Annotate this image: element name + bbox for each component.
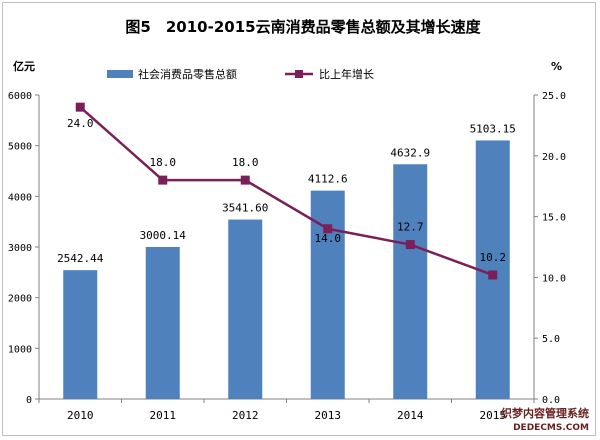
bar-data-label: 4632.9 xyxy=(390,146,430,159)
legend-line-label: 比上年增长 xyxy=(319,67,374,81)
growth-marker xyxy=(158,175,168,185)
left-tick-label: 0 xyxy=(26,395,32,406)
growth-data-label: 24.0 xyxy=(67,117,94,130)
left-tick-label: 3000 xyxy=(8,243,32,254)
growth-data-label: 10.2 xyxy=(480,251,507,264)
left-tick-label: 2000 xyxy=(8,294,32,305)
bar-data-label: 3541.60 xyxy=(222,202,268,215)
growth-marker xyxy=(405,240,415,250)
bar-sales xyxy=(145,246,180,399)
left-tick-label: 6000 xyxy=(8,91,32,102)
right-tick-label: 20.0 xyxy=(542,152,566,163)
right-tick-label: 0.0 xyxy=(542,395,560,406)
legend-bar-label: 社会消费品零售总额 xyxy=(138,67,237,81)
legend: 社会消费品零售总额 比上年增长 xyxy=(107,67,374,81)
legend-line-marker xyxy=(295,70,303,78)
x-tick-label: 2013 xyxy=(315,409,342,422)
growth-data-label: 18.0 xyxy=(150,156,177,169)
x-tick-label: 2015 xyxy=(480,409,507,422)
x-tick-label: 2012 xyxy=(232,409,259,422)
bar-sales xyxy=(393,164,428,399)
right-tick-label: 10.0 xyxy=(542,273,566,284)
bar-data-label: 4112.6 xyxy=(308,173,348,186)
x-tick-label: 2011 xyxy=(150,409,177,422)
legend-bar-swatch xyxy=(107,70,133,78)
bar-data-label: 3000.14 xyxy=(140,229,187,242)
chart: 图5 2010-2015云南消费品零售总额及其增长速度 亿元 % 社会消费品零售… xyxy=(8,18,589,433)
growth-marker xyxy=(240,175,250,185)
left-axis-unit: 亿元 xyxy=(13,59,35,73)
right-axis-unit: % xyxy=(551,60,562,73)
bar-sales xyxy=(228,219,263,399)
growth-marker xyxy=(488,270,498,280)
growth-marker xyxy=(323,224,333,234)
growth-data-label: 18.0 xyxy=(232,156,259,169)
watermark-subtext: DEDECMS.COM xyxy=(513,423,589,433)
growth-data-label: 14.0 xyxy=(315,232,342,245)
chart-title: 图5 2010-2015云南消费品零售总额及其增长速度 xyxy=(125,18,481,36)
growth-data-label: 12.7 xyxy=(397,221,424,234)
chart-frame: 图5 2010-2015云南消费品零售总额及其增长速度 亿元 % 社会消费品零售… xyxy=(2,2,596,436)
left-tick-label: 5000 xyxy=(8,142,32,153)
left-tick-label: 4000 xyxy=(8,192,32,203)
bar-sales xyxy=(63,270,98,399)
right-tick-label: 15.0 xyxy=(542,213,566,224)
watermark-text: 织梦内容管理系统 xyxy=(501,406,589,420)
growth-line xyxy=(79,106,494,277)
right-tick-label: 5.0 xyxy=(542,334,560,345)
x-tick-label: 2010 xyxy=(67,409,94,422)
plot-area: 0 1000 2000 3000 4000 5000 6000 0.0 5.0 10.0 15.0 2… xyxy=(8,91,566,422)
left-tick-label: 1000 xyxy=(8,344,32,355)
x-tick-label: 2014 xyxy=(397,409,424,422)
bar-data-label: 5103.15 xyxy=(470,122,516,135)
bar-data-label: 2542.44 xyxy=(57,252,104,265)
right-tick-label: 25.0 xyxy=(542,91,566,102)
growth-marker xyxy=(75,102,85,112)
